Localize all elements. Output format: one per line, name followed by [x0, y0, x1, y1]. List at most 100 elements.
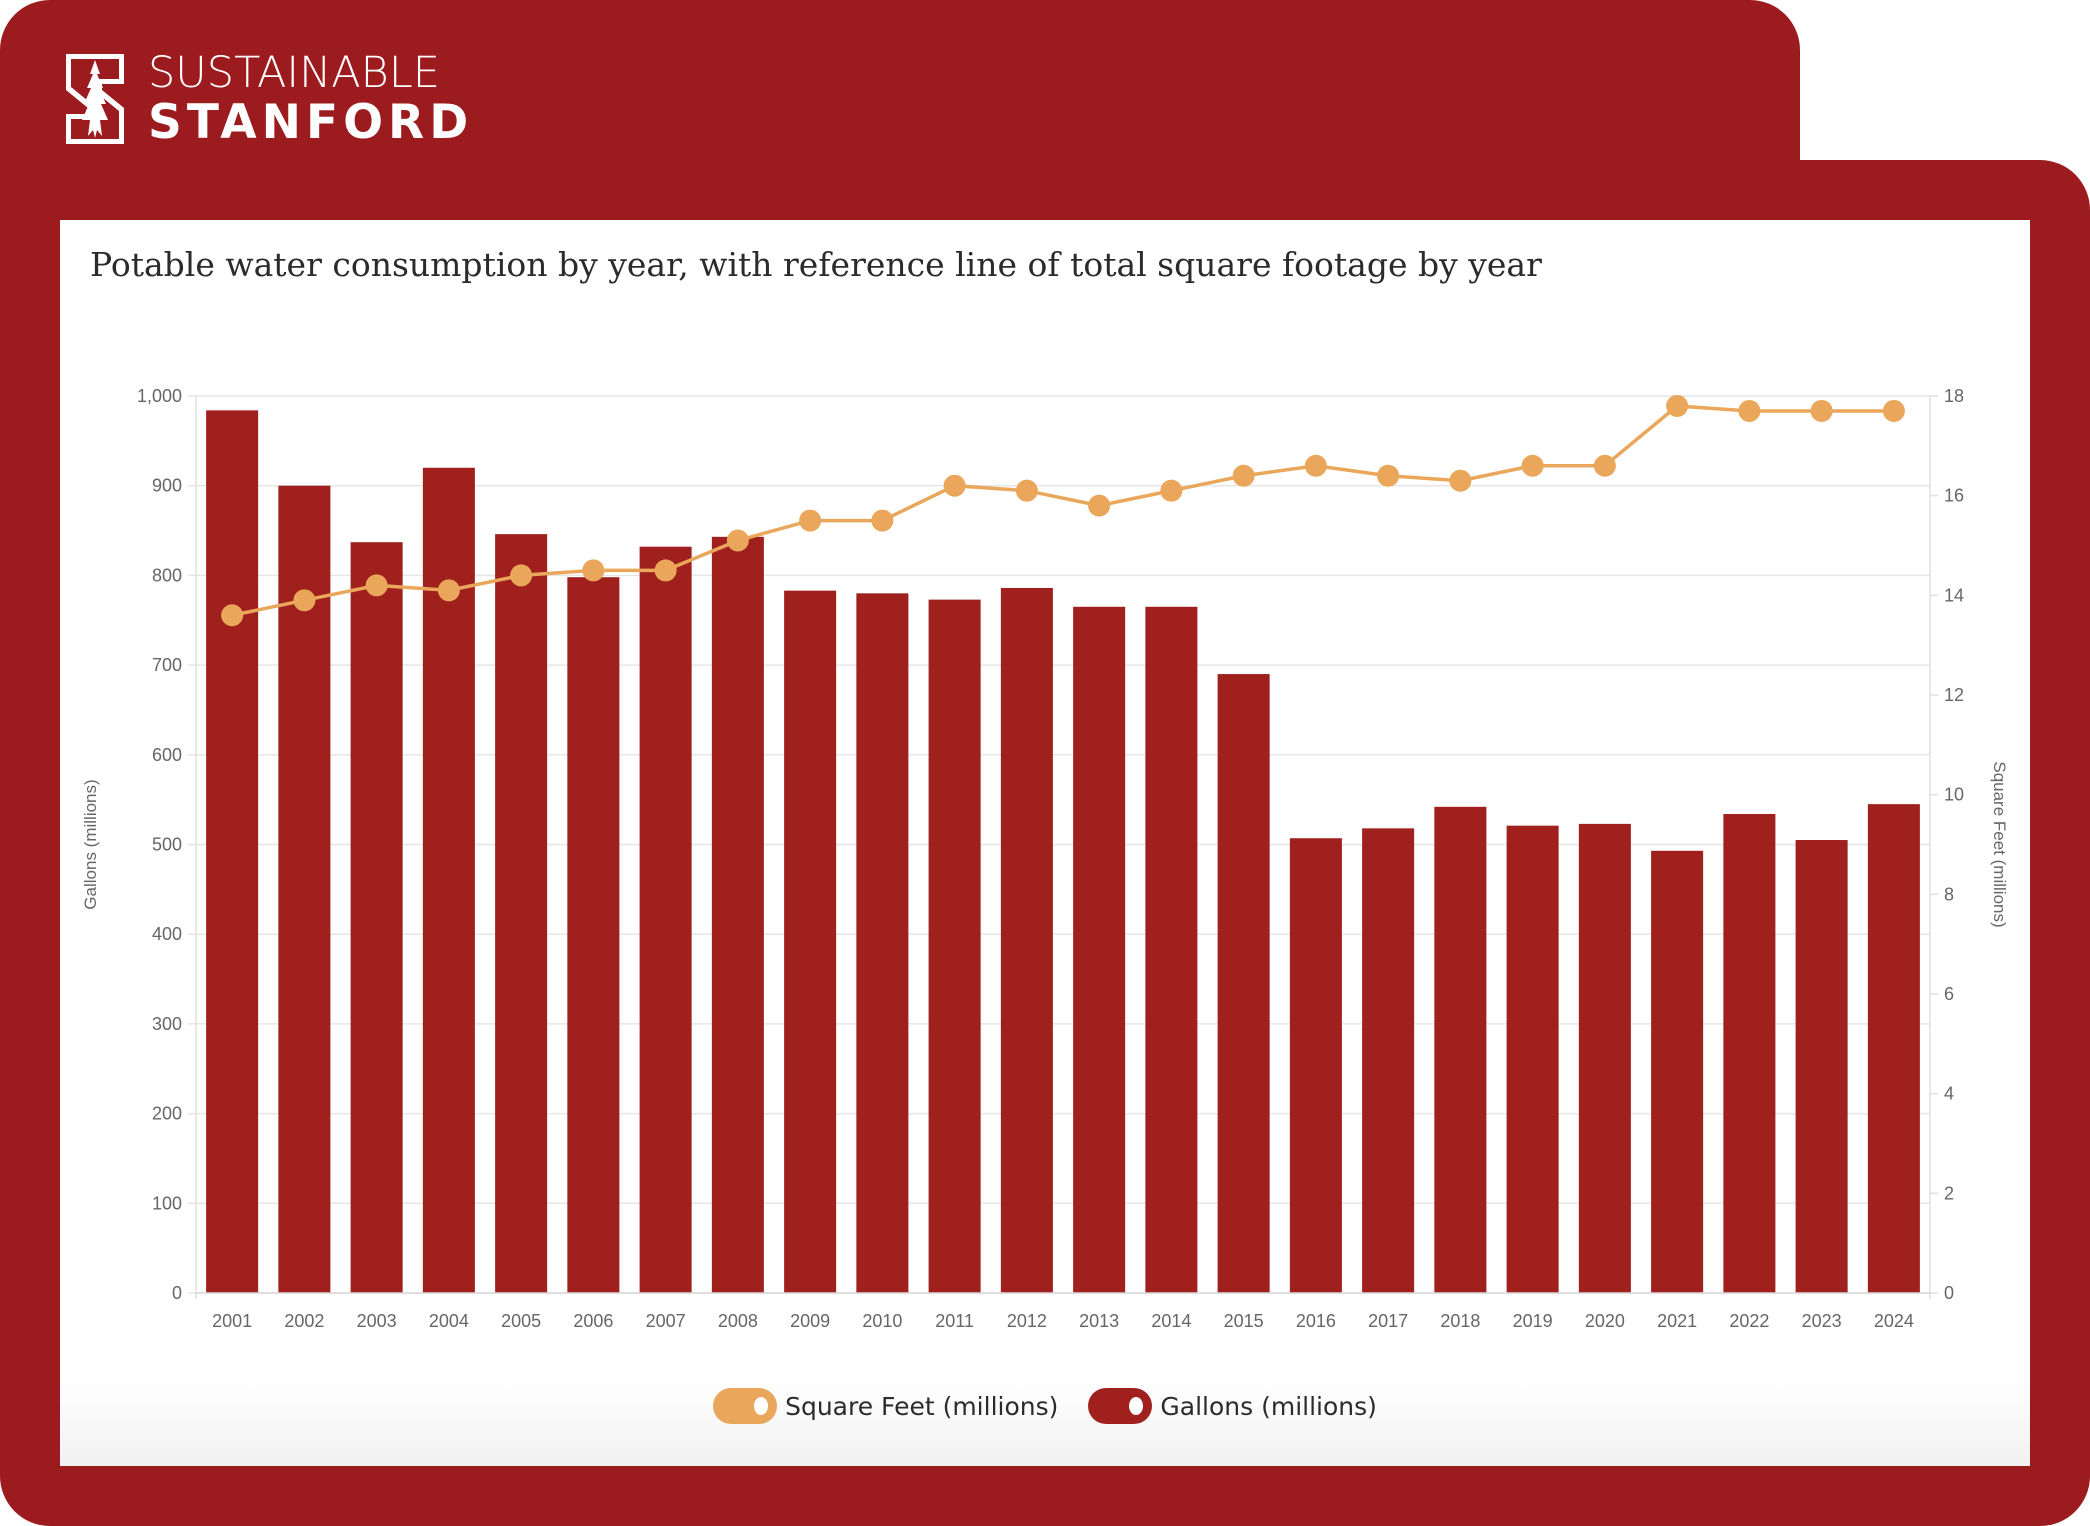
right-axis-tick-label: 18 [1944, 386, 1964, 406]
right-axis-tick-label: 16 [1944, 486, 1964, 506]
point-2017 [1377, 464, 1400, 487]
point-2002 [293, 589, 316, 612]
bar-2024 [1867, 804, 1920, 1293]
x-axis-tick-label: 2015 [1224, 1311, 1264, 1331]
bar-2017 [1362, 828, 1415, 1293]
stanford-s-tree-icon [66, 54, 124, 144]
right-axis-tick-label: 4 [1944, 1084, 1954, 1104]
right-axis-tick-label: 0 [1944, 1283, 1954, 1303]
bar-2013 [1073, 606, 1126, 1293]
x-axis-tick-label: 2022 [1729, 1311, 1769, 1331]
legend-toggle-gallons[interactable] [1088, 1388, 1153, 1424]
point-2006 [582, 559, 605, 582]
right-axis-tick-label: 10 [1944, 785, 1964, 805]
x-axis-tick-label: 2006 [573, 1311, 613, 1331]
point-2012 [1015, 479, 1038, 502]
left-axis-tick-label: 200 [152, 1104, 182, 1124]
left-axis-tick-label: 400 [152, 924, 182, 944]
point-2007 [654, 559, 677, 582]
point-2023 [1810, 399, 1833, 422]
bar-2015 [1217, 674, 1270, 1293]
point-2004 [437, 579, 460, 602]
bar-2002 [278, 485, 331, 1293]
point-2015 [1232, 464, 1255, 487]
point-2001 [221, 604, 244, 627]
bar-2022 [1723, 814, 1776, 1293]
bar-2003 [350, 542, 403, 1293]
legend-label-square-feet: Square Feet (millions) [785, 1391, 1059, 1421]
x-axis-tick-label: 2020 [1585, 1311, 1625, 1331]
left-axis-title: Gallons (millions) [81, 779, 100, 909]
right-axis-tick-label: 8 [1944, 884, 1954, 904]
x-axis-tick-label: 2010 [862, 1311, 902, 1331]
bar-2008 [711, 536, 764, 1293]
right-axis-title: Square Feet (millions) [1990, 761, 2009, 927]
point-2005 [510, 564, 533, 587]
x-axis-tick-label: 2012 [1007, 1311, 1047, 1331]
bar-2009 [784, 590, 837, 1293]
legend-item-square-feet[interactable]: Square Feet (millions) [713, 1388, 1058, 1424]
bar-2016 [1289, 838, 1342, 1293]
brand-wordmark: SUSTAINABLE STANFORD [148, 48, 474, 150]
axes: 0 100 200 300 400 500 600 700 800 900 1,000 0 2 4 6 8 10… [81, 386, 2009, 1331]
chart-title: Potable water consumption by year, with … [90, 245, 1542, 284]
left-axis-tick-label: 500 [152, 835, 182, 855]
bar-2012 [1000, 587, 1053, 1293]
right-axis-tick-label: 12 [1944, 685, 1964, 705]
combo-chart: 0 100 200 300 400 500 600 700 800 900 1,000 0 2 4 6 8 10… [81, 386, 2009, 1331]
point-2009 [799, 509, 822, 532]
bar-2019 [1506, 825, 1559, 1293]
point-2018 [1449, 469, 1472, 492]
bar-2005 [495, 534, 548, 1293]
left-axis-tick-label: 600 [152, 745, 182, 765]
point-2003 [365, 574, 388, 597]
right-axis-tick-label: 2 [1944, 1183, 1954, 1203]
bar-2011 [928, 599, 981, 1293]
brand-line-sustainable: SUSTAINABLE [148, 48, 440, 98]
bar-series-gallons [206, 410, 1920, 1293]
bar-2023 [1795, 840, 1848, 1293]
line-series-square-feet [221, 394, 1905, 627]
left-axis-tick-label: 700 [152, 655, 182, 675]
point-2016 [1304, 454, 1327, 477]
x-axis-tick-label: 2024 [1874, 1311, 1914, 1331]
bar-2010 [856, 593, 909, 1293]
legend-toggle-square-feet[interactable] [713, 1388, 778, 1424]
x-axis-tick-label: 2021 [1657, 1311, 1697, 1331]
square-feet-line [231, 404, 1894, 617]
sustainable-stanford-logo[interactable]: SUSTAINABLE STANFORD [62, 50, 473, 148]
bar-2020 [1578, 823, 1631, 1293]
left-axis-tick-label: 0 [172, 1283, 182, 1303]
x-axis-tick-label: 2018 [1440, 1311, 1480, 1331]
x-axis-tick-label: 2023 [1802, 1311, 1842, 1331]
point-2008 [726, 529, 749, 552]
chart-card: Potable water consumption by year, with … [60, 220, 2030, 1466]
x-axis-tick-label: 2004 [429, 1311, 469, 1331]
x-axis-tick-label: 2014 [1151, 1311, 1191, 1331]
bar-2018 [1434, 806, 1487, 1293]
brand-line-stanford: STANFORD [148, 95, 474, 150]
x-axis-tick-label: 2005 [501, 1311, 541, 1331]
x-axis-tick-label: 2008 [718, 1311, 758, 1331]
legend-label-gallons: Gallons (millions) [1160, 1391, 1377, 1421]
chart-legend: Square Feet (millions) Gallons (millions… [60, 1388, 2030, 1424]
x-axis-tick-label: 2017 [1368, 1311, 1408, 1331]
point-2010 [871, 509, 894, 532]
bar-2014 [1145, 606, 1198, 1293]
x-axis-tick-label: 2002 [284, 1311, 324, 1331]
point-2013 [1088, 494, 1111, 517]
bar-2006 [567, 577, 620, 1293]
x-axis-tick-label: 2016 [1296, 1311, 1336, 1331]
point-2011 [943, 474, 966, 497]
point-2021 [1666, 394, 1689, 417]
x-axis-tick-label: 2011 [935, 1311, 974, 1331]
legend-item-gallons[interactable]: Gallons (millions) [1088, 1388, 1377, 1424]
left-axis-tick-label: 100 [152, 1193, 182, 1213]
bar-2001 [206, 410, 259, 1293]
bar-2004 [422, 467, 475, 1293]
point-2014 [1160, 479, 1183, 502]
x-axis-tick-label: 2001 [212, 1311, 252, 1331]
x-axis-tick-label: 2003 [357, 1311, 397, 1331]
point-2022 [1738, 399, 1761, 422]
left-axis-tick-label: 900 [152, 476, 182, 496]
